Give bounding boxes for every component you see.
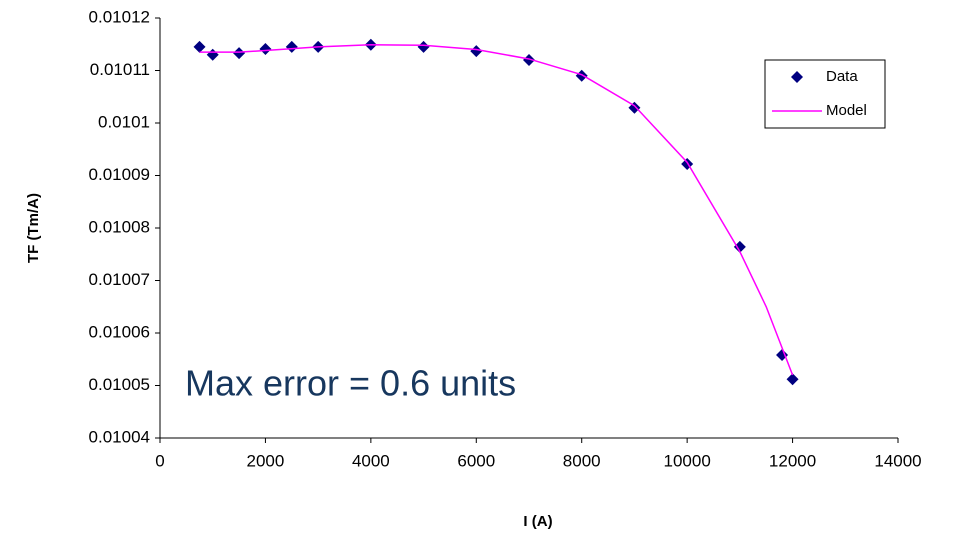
x-tick-label: 14000: [874, 451, 921, 470]
x-tick-label: 2000: [247, 451, 285, 470]
data-point: [285, 40, 298, 53]
annotation: Max error = 0.6 units: [185, 363, 516, 404]
data-point: [786, 373, 799, 386]
x-axis-label: I (A): [523, 513, 552, 530]
data-point: [776, 349, 789, 362]
y-tick-label: 0.01012: [89, 7, 150, 26]
data-point: [193, 40, 206, 53]
data-point: [206, 48, 219, 61]
legend-box: [764, 59, 886, 129]
data-point: [233, 47, 246, 60]
x-tick-label: 10000: [664, 451, 711, 470]
y-tick-label: 0.01011: [90, 60, 150, 79]
x-tick-label: 0: [155, 451, 164, 470]
legend-swatch: [791, 71, 803, 83]
data-point: [575, 69, 588, 82]
y-tick-label: 0.01005: [89, 375, 150, 394]
x-tick-label: 4000: [352, 451, 390, 470]
data-point: [259, 42, 272, 55]
x-tick-label: 6000: [457, 451, 495, 470]
data-point: [733, 240, 746, 253]
x-tick-label: 8000: [563, 451, 601, 470]
data-point: [417, 40, 430, 53]
legend-label: Model: [826, 102, 867, 119]
data-point: [523, 54, 535, 66]
legend-label: Data: [826, 68, 858, 85]
y-tick-label: 0.01004: [89, 427, 150, 446]
y-tick-label: 0.01008: [89, 217, 150, 236]
model-line: [199, 44, 794, 376]
y-axis-label: TF (Tm/A): [25, 193, 42, 263]
y-tick-label: 0.01009: [89, 165, 150, 184]
x-tick-label: 12000: [769, 451, 816, 470]
data-point: [470, 45, 483, 58]
y-tick-label: 0.01006: [89, 322, 150, 341]
y-tick-label: 0.01007: [89, 270, 150, 289]
y-tick-label: 0.0101: [98, 112, 150, 131]
